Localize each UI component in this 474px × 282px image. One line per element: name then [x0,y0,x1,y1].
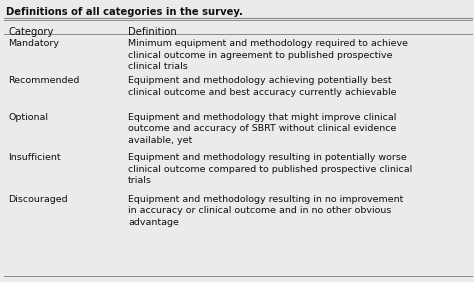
Text: Category: Category [9,27,54,37]
Text: Discouraged: Discouraged [9,195,68,204]
Text: Minimum equipment and methodology required to achieve
clinical outcome in agreem: Minimum equipment and methodology requir… [128,39,408,71]
Text: Equipment and methodology achieving potentially best
clinical outcome and best a: Equipment and methodology achieving pote… [128,76,396,97]
Text: Insufficient: Insufficient [9,153,61,162]
Text: Definition: Definition [128,27,177,37]
Text: Equipment and methodology that might improve clinical
outcome and accuracy of SB: Equipment and methodology that might imp… [128,113,396,145]
Text: Equipment and methodology resulting in no improvement
in accuracy or clinical ou: Equipment and methodology resulting in n… [128,195,403,227]
Text: Recommended: Recommended [9,76,80,85]
Text: Mandatory: Mandatory [9,39,60,48]
Text: Equipment and methodology resulting in potentially worse
clinical outcome compar: Equipment and methodology resulting in p… [128,153,412,185]
Text: Optional: Optional [9,113,48,122]
Text: Definitions of all categories in the survey.: Definitions of all categories in the sur… [6,7,243,17]
